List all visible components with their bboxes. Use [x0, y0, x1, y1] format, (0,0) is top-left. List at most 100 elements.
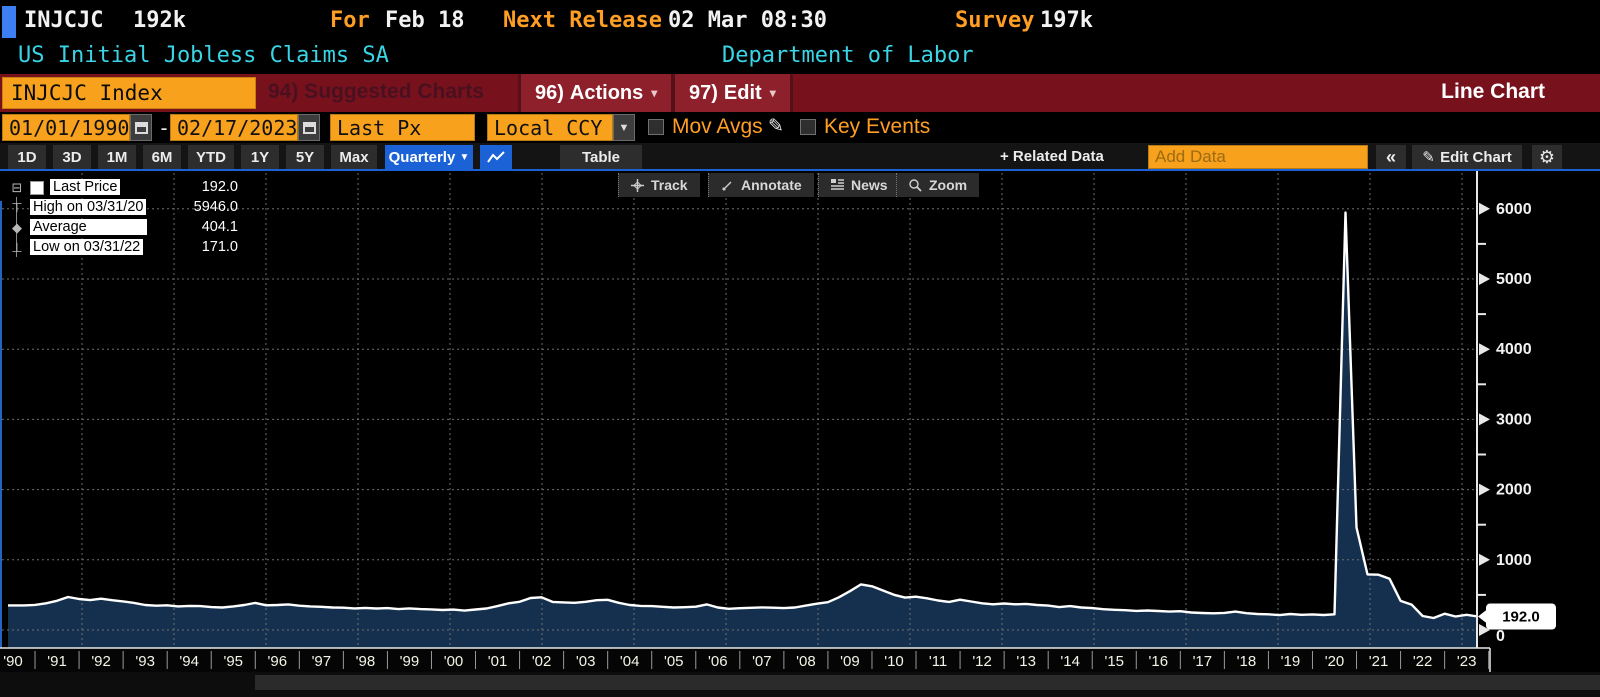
x-year-label: '20: [1325, 653, 1345, 670]
for-date: Feb 18: [385, 8, 465, 33]
y-tick-label: 5000: [1496, 271, 1532, 288]
y-major-tick: [1479, 413, 1490, 426]
date-from-input[interactable]: 01/01/1990: [2, 114, 130, 141]
chevron-down-icon: ▾: [769, 86, 776, 100]
x-year-label: '14: [1060, 653, 1080, 670]
x-year-label: '92: [91, 653, 111, 670]
periodicity-select[interactable]: Quarterly ▼: [385, 145, 473, 169]
y-major-tick: [1479, 483, 1490, 496]
line-chart-icon: [487, 151, 505, 163]
chart-controls-row: 01/01/1990 - 02/17/2023 Last Px Local CC…: [0, 112, 1600, 143]
add-data-input[interactable]: Add Data: [1148, 145, 1368, 169]
average-marker-icon: ◆: [12, 221, 22, 236]
x-year-label: '95: [223, 653, 243, 670]
x-year-label: '12: [972, 653, 992, 670]
next-release-value: 02 Mar 08:30: [668, 8, 827, 33]
news-icon: [831, 179, 844, 190]
range-tab-5y[interactable]: 5Y: [286, 145, 324, 169]
chart-style-button[interactable]: [480, 145, 512, 169]
currency-dropdown-icon[interactable]: ▼: [613, 114, 635, 141]
x-year-label: '05: [664, 653, 684, 670]
range-tab-1m[interactable]: 1M: [98, 145, 136, 169]
range-tab-ytd[interactable]: YTD: [188, 145, 234, 169]
calendar-icon[interactable]: [298, 114, 320, 141]
price-chart[interactable]: 6000 5000 4000 3000 2000 1000 0 '90 '91 '92 '93 '94…: [0, 171, 1600, 672]
key-events-label: Key Events: [824, 115, 931, 138]
y-tick-label: 3000: [1496, 411, 1532, 428]
annotate-button[interactable]: Annotate: [708, 173, 814, 197]
area-fill: [8, 212, 1478, 648]
mov-avgs-edit-icon[interactable]: ✎: [768, 115, 784, 137]
command-ribbon: INJCJC Index 94) Suggested Charts 96) Ac…: [0, 74, 1600, 112]
x-year-label: '13: [1016, 653, 1036, 670]
x-year-label: '21: [1369, 653, 1389, 670]
ticker-input[interactable]: INJCJC Index: [2, 77, 256, 109]
price-line: [8, 211, 1478, 620]
x-year-label: '96: [268, 653, 288, 670]
x-year-label: '91: [47, 653, 67, 670]
news-button[interactable]: News: [818, 173, 900, 197]
chart-settings-button[interactable]: ⚙: [1532, 145, 1562, 169]
collapse-panel-button[interactable]: «: [1376, 145, 1406, 169]
x-year-label: '16: [1149, 653, 1169, 670]
x-year-label: '11: [929, 653, 947, 670]
data-source: Department of Labor: [722, 43, 974, 68]
range-tab-6m[interactable]: 6M: [143, 145, 181, 169]
plot-left-border: [0, 201, 2, 648]
range-tab-1d[interactable]: 1D: [8, 145, 46, 169]
mov-avgs-checkbox[interactable]: [648, 119, 664, 135]
range-tab-max[interactable]: Max: [331, 145, 377, 169]
x-year-label: '01: [488, 653, 508, 670]
x-axis-strip: [0, 648, 1490, 672]
range-tab-3d[interactable]: 3D: [53, 145, 91, 169]
chart-legend[interactable]: ⊟ Last Price 192.0 ⊤ High on 03/31/20 59…: [6, 179, 246, 259]
edit-chart-button[interactable]: ✎ Edit Chart: [1412, 145, 1522, 169]
y-tick-label: 1000: [1496, 552, 1532, 569]
zoom-button[interactable]: Zoom: [896, 173, 980, 197]
calendar-icon[interactable]: [130, 114, 152, 141]
panel-indicator: [2, 6, 16, 38]
high-marker-icon: ⊤: [11, 201, 23, 216]
x-year-label: '97: [312, 653, 332, 670]
track-button[interactable]: Track: [618, 173, 700, 197]
y-major-tick: [1479, 343, 1490, 356]
y-major-tick: [1479, 553, 1490, 566]
x-year-label: '98: [356, 653, 376, 670]
range-tab-1y[interactable]: 1Y: [241, 145, 279, 169]
y-tick-label: 4000: [1496, 341, 1532, 358]
horizontal-scrollbar[interactable]: [255, 675, 1600, 690]
gear-icon: ⚙: [1538, 146, 1556, 168]
edit-menu-button[interactable]: 97) Edit ▾: [672, 74, 793, 112]
bottom-strip: [0, 672, 1600, 697]
security-header: INJCJC 192k For Feb 18 Next Release 02 M…: [0, 0, 1600, 40]
legend-row-low: ⊥ Low on 03/31/22 171.0: [6, 239, 246, 259]
table-button[interactable]: Table: [560, 145, 642, 169]
legend-tree-line: [16, 197, 17, 257]
date-range-dash: -: [158, 116, 171, 140]
x-year-label: '15: [1104, 653, 1124, 670]
range-toolbar: 1D 3D 1M 6M YTD 1Y 5Y Max Quarterly ▼ Ta…: [0, 143, 1600, 171]
tree-collapse-icon[interactable]: ⊟: [11, 181, 23, 196]
ticker-symbol: INJCJC: [24, 8, 104, 33]
price-field-input[interactable]: Last Px: [330, 114, 475, 141]
suggested-charts-button[interactable]: 94) Suggested Charts: [268, 80, 484, 103]
x-year-label: '90: [3, 653, 23, 670]
date-to-input[interactable]: 02/17/2023: [170, 114, 298, 141]
x-year-label: '18: [1237, 653, 1257, 670]
last-value: 192k: [133, 8, 186, 33]
security-name: US Initial Jobless Claims SA: [18, 43, 389, 68]
last-price-bubble-arrow: [1478, 609, 1487, 624]
annotate-pencil-icon: [722, 181, 732, 191]
related-data-button[interactable]: + Related Data: [1000, 148, 1104, 165]
chart-panel: 6000 5000 4000 3000 2000 1000 0 '90 '91 '92 '93 '94…: [0, 171, 1600, 672]
actions-menu-button[interactable]: 96) Actions ▾: [518, 74, 675, 112]
last-price-bubble: [1486, 603, 1556, 630]
currency-select[interactable]: Local CCY: [487, 114, 613, 141]
x-year-label: '06: [708, 653, 728, 670]
x-year-label: '08: [796, 653, 816, 670]
key-events-checkbox[interactable]: [800, 119, 816, 135]
x-year-label: '22: [1413, 653, 1433, 670]
x-year-label: '93: [135, 653, 155, 670]
for-label: For: [330, 8, 370, 33]
